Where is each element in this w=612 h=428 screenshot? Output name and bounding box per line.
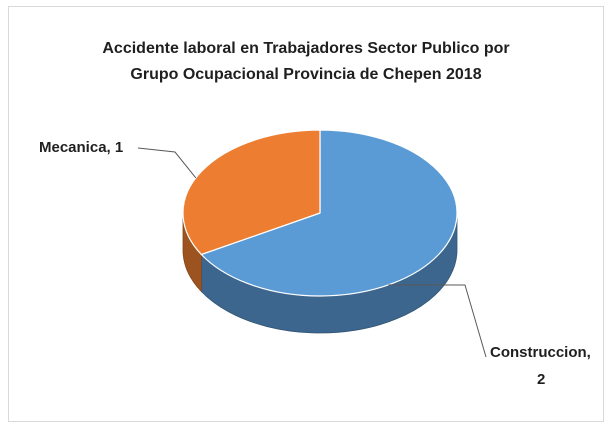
data-label-construccion: 2: [537, 371, 545, 388]
chart-title-line-2: Grupo Ocupacional Provincia de Chepen 20…: [130, 66, 481, 83]
leader-line-mecanica: [137, 147, 197, 179]
data-label-construccion: Construccion,: [490, 344, 591, 361]
leader-line-construccion: [388, 284, 487, 358]
chart-title-line-1: Accidente laboral en Trabajadores Sector…: [102, 40, 509, 57]
data-label-mecanica: Mecanica, 1: [39, 139, 123, 156]
pie-plot: [182, 129, 458, 334]
pie-slice-construccion: [200, 129, 458, 297]
pie-slice-mecanica: [182, 129, 321, 256]
data-labels: Construccion, 2 Mecanica, 1: [39, 139, 591, 388]
